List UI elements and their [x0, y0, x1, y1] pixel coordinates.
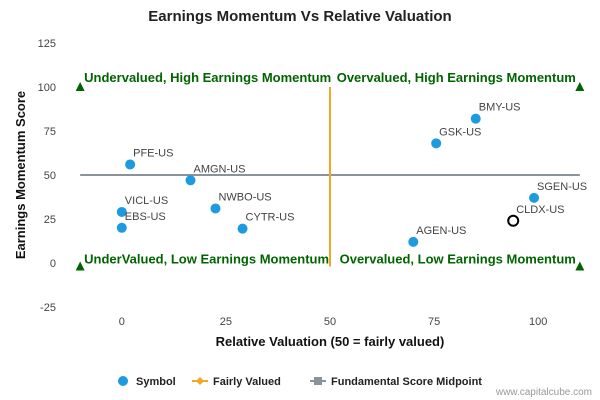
point-label: VICL-US	[125, 195, 168, 207]
data-point	[529, 192, 540, 203]
data-point	[185, 175, 196, 186]
credit-text: www.capitalcube.com	[495, 387, 592, 398]
point-label: NWBO-US	[218, 191, 271, 203]
triangle-marker-icon	[575, 261, 585, 271]
data-point	[210, 203, 221, 214]
legend-square-icon	[314, 377, 322, 385]
x-tick-label: 50	[324, 316, 336, 328]
point-label: BMY-US	[479, 102, 521, 114]
point-label: SGEN-US	[537, 181, 587, 193]
data-point	[237, 223, 248, 234]
data-point	[116, 222, 127, 233]
legend-circle-icon	[118, 376, 128, 386]
x-axis-title: Relative Valuation (50 = fairly valued)	[216, 334, 445, 349]
data-point-highlighted	[507, 214, 520, 227]
y-tick-label: -25	[40, 302, 56, 314]
x-tick-label: 25	[220, 316, 232, 328]
x-tick-label: 75	[428, 316, 440, 328]
y-tick-label: 125	[38, 38, 56, 50]
point-label: CYTR-US	[246, 212, 295, 224]
legend: Symbol Fairly Valued Fundamental Score Mid…	[118, 376, 482, 388]
legend-label: Symbol	[136, 376, 176, 388]
quadrant-markers	[75, 82, 585, 271]
data-point	[408, 236, 419, 247]
quadrant-label: UnderValued, Low Earnings Momentum	[84, 252, 329, 267]
chart-title: Earnings Momentum Vs Relative Valuation	[148, 8, 451, 25]
y-tick-label: 75	[44, 126, 56, 138]
axis-ticks: -25 0 25 50 75 100 125 0 25 50 75 100	[38, 38, 548, 328]
triangle-marker-icon	[75, 82, 85, 91]
y-tick-label: 25	[44, 214, 56, 226]
quadrant-label: Overvalued, Low Earnings Momentum	[340, 252, 576, 267]
quadrant-labels: Undervalued, High Earnings Momentum Overv…	[84, 70, 576, 267]
legend-label: Fairly Valued	[213, 376, 281, 388]
point-label: CLDX-US	[516, 204, 564, 216]
quadrant-label: Overvalued, High Earnings Momentum	[337, 70, 576, 85]
point-label: PFE-US	[133, 147, 173, 159]
legend-label: Fundamental Score Midpoint	[331, 376, 482, 388]
point-label: EBS-US	[125, 211, 166, 223]
y-tick-label: 100	[38, 82, 56, 94]
point-label: AMGN-US	[194, 163, 246, 175]
point-label: AGEN-US	[416, 225, 466, 237]
y-tick-label: 50	[44, 170, 56, 182]
data-points: BMY-US GSK-US PFE-US AMGN-US SGEN-US NWBO-US V…	[116, 102, 587, 247]
data-point	[431, 138, 442, 149]
triangle-marker-icon	[75, 261, 85, 271]
data-point	[116, 206, 127, 217]
data-point	[470, 113, 481, 124]
quadrant-label: Undervalued, High Earnings Momentum	[84, 70, 331, 85]
y-axis-title: Earnings Momentum Score	[13, 91, 28, 259]
reference-lines	[80, 87, 580, 267]
triangle-marker-icon	[575, 82, 585, 91]
y-tick-label: 0	[50, 258, 56, 270]
data-point	[125, 159, 136, 170]
point-label: GSK-US	[439, 126, 481, 138]
x-tick-label: 100	[529, 316, 547, 328]
x-tick-label: 0	[119, 316, 125, 328]
legend-diamond-icon	[196, 377, 204, 385]
